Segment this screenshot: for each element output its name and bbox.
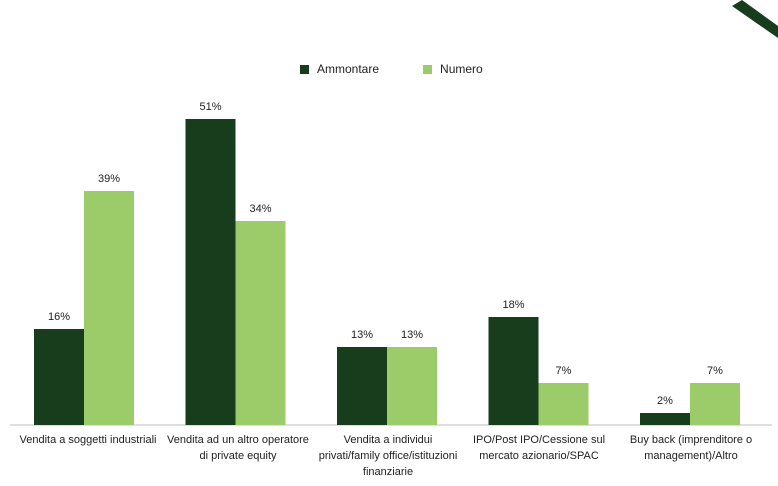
legend-label-ammontare: Ammontare <box>317 62 380 76</box>
bar-numero <box>235 221 286 425</box>
data-label: 39% <box>98 173 120 185</box>
data-label: 7% <box>556 365 572 377</box>
x-tick-label: IPO/Post IPO/Cessione sul mercato aziona… <box>472 434 606 462</box>
bar-ammontare <box>640 413 690 425</box>
bar-numero <box>538 383 589 425</box>
legend-swatch-ammontare <box>300 64 309 74</box>
x-tick-label: Vendita a soggetti industriali <box>19 434 157 446</box>
bar-ammontare <box>34 329 84 425</box>
x-tick-label: Vendita a individui privati/family offic… <box>318 434 458 478</box>
data-label: 13% <box>401 329 423 341</box>
bar-numero <box>84 191 134 425</box>
bar-ammontare <box>488 317 539 425</box>
data-label: 2% <box>657 395 673 407</box>
data-label: 34% <box>249 203 271 215</box>
legend-swatch-numero <box>423 64 433 74</box>
bar-numero <box>387 347 437 425</box>
data-label: 18% <box>502 299 524 311</box>
data-label: 51% <box>199 101 221 113</box>
x-tick-label: Buy back (imprenditore o management)/Alt… <box>629 434 753 462</box>
data-label: 7% <box>707 365 723 377</box>
legend: Ammontare Numero <box>300 62 483 76</box>
bar-ammontare <box>185 119 236 425</box>
data-label: 16% <box>48 311 70 323</box>
legend-item-ammontare: Ammontare <box>300 62 379 76</box>
data-label: 13% <box>351 329 373 341</box>
bar-ammontare <box>337 347 387 425</box>
bar-numero <box>690 383 740 425</box>
x-tick-label: Vendita ad un altro operatore di private… <box>167 434 309 462</box>
legend-label-numero: Numero <box>440 62 483 76</box>
corner-stripe-decoration <box>732 0 778 38</box>
legend-item-numero: Numero <box>423 62 483 76</box>
